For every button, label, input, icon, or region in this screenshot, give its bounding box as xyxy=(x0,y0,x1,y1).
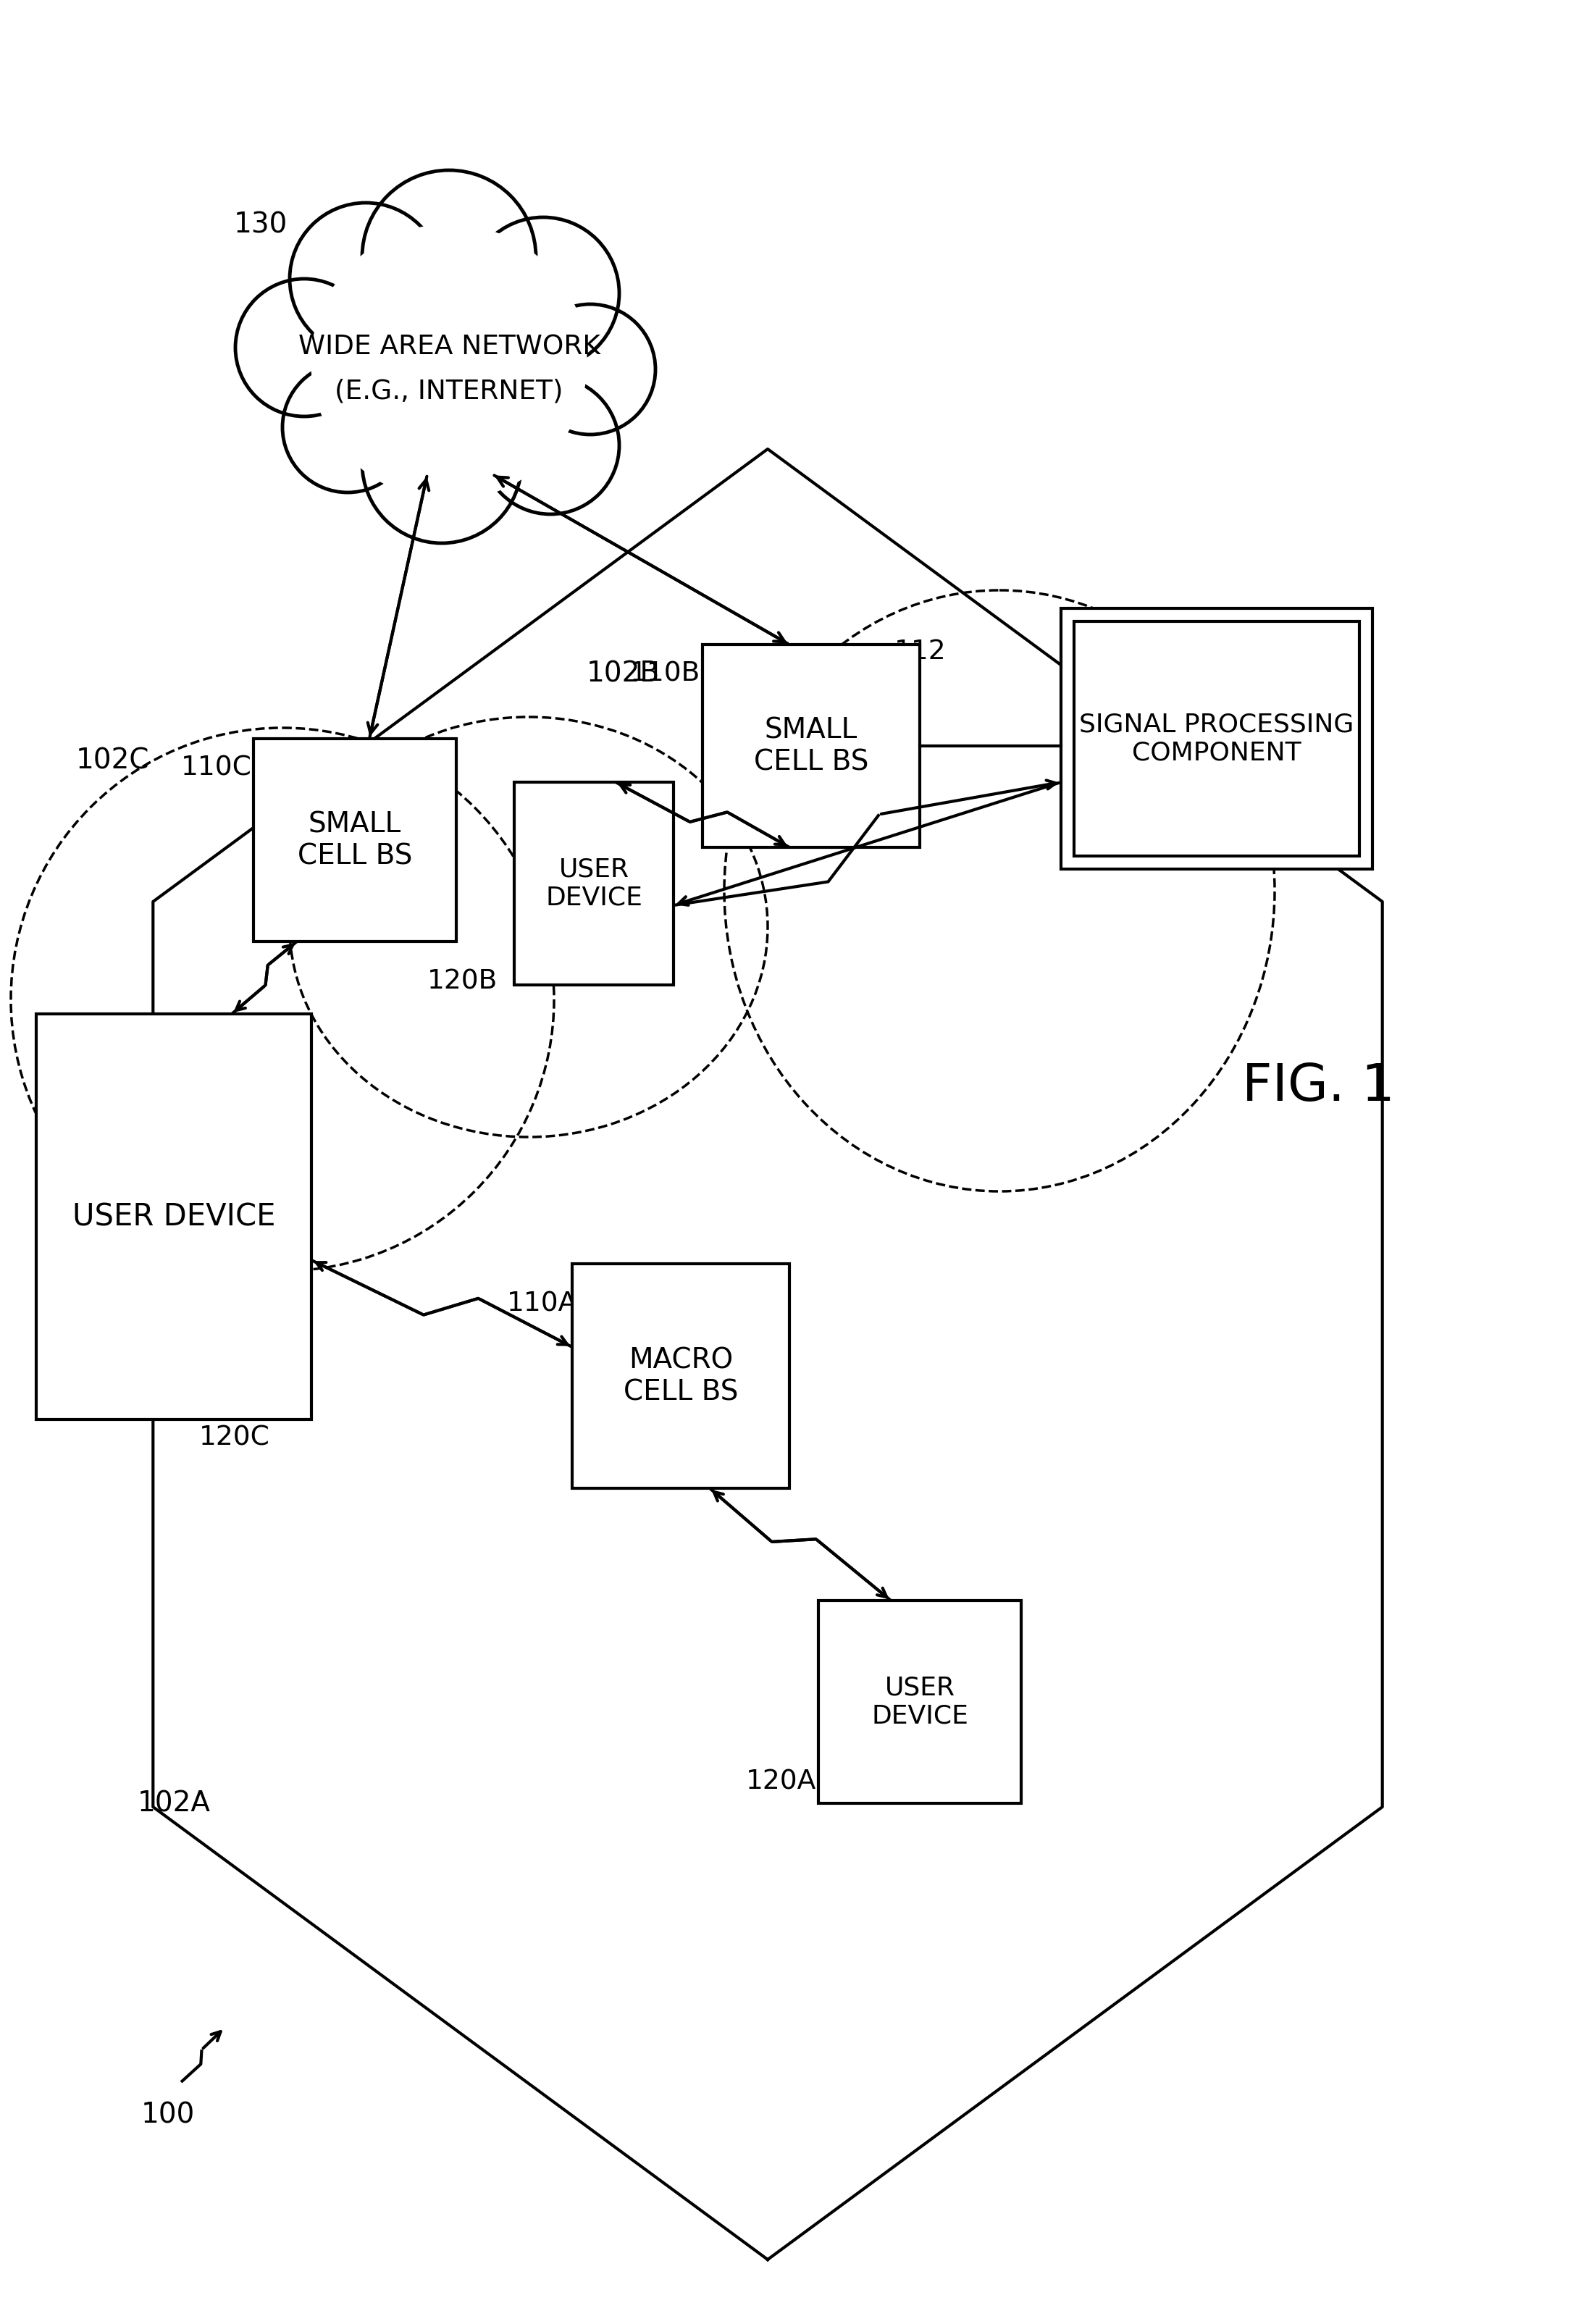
FancyBboxPatch shape xyxy=(36,1013,311,1420)
Circle shape xyxy=(289,202,441,356)
Ellipse shape xyxy=(311,225,587,500)
FancyBboxPatch shape xyxy=(819,1601,1021,1803)
FancyBboxPatch shape xyxy=(1073,621,1360,855)
FancyBboxPatch shape xyxy=(702,644,920,848)
Text: 102C: 102C xyxy=(76,746,150,774)
Text: 102A: 102A xyxy=(138,1789,210,1817)
Text: SIGNAL PROCESSING
COMPONENT: SIGNAL PROCESSING COMPONENT xyxy=(1080,711,1353,765)
Text: USER
DEVICE: USER DEVICE xyxy=(871,1676,968,1729)
Text: (E.G., INTERNET): (E.G., INTERNET) xyxy=(335,379,563,404)
Text: SMALL
CELL BS: SMALL CELL BS xyxy=(297,811,413,869)
Circle shape xyxy=(525,304,656,435)
Text: 120A: 120A xyxy=(746,1769,816,1794)
Text: USER
DEVICE: USER DEVICE xyxy=(545,858,642,911)
FancyBboxPatch shape xyxy=(1061,609,1372,869)
FancyBboxPatch shape xyxy=(572,1264,789,1487)
Text: 112: 112 xyxy=(895,639,947,665)
Text: FIG. 1: FIG. 1 xyxy=(1241,1062,1394,1111)
Text: WIDE AREA NETWORK: WIDE AREA NETWORK xyxy=(299,335,601,360)
Text: 120B: 120B xyxy=(427,969,498,995)
Text: 110C: 110C xyxy=(182,755,251,781)
Text: 110B: 110B xyxy=(631,660,700,686)
Text: 130: 130 xyxy=(234,211,288,239)
Circle shape xyxy=(362,170,536,344)
Text: 102B: 102B xyxy=(587,660,659,688)
Text: 100: 100 xyxy=(141,2101,194,2129)
Text: USER DEVICE: USER DEVICE xyxy=(73,1202,275,1232)
FancyBboxPatch shape xyxy=(253,739,457,941)
Text: 110A: 110A xyxy=(508,1290,577,1318)
Circle shape xyxy=(236,279,373,416)
Circle shape xyxy=(466,216,620,370)
Text: MACRO
CELL BS: MACRO CELL BS xyxy=(623,1346,738,1406)
Circle shape xyxy=(482,376,620,514)
Circle shape xyxy=(283,363,413,493)
FancyBboxPatch shape xyxy=(514,783,674,985)
Text: SMALL
CELL BS: SMALL CELL BS xyxy=(754,716,868,776)
Circle shape xyxy=(362,383,522,544)
Text: 120C: 120C xyxy=(199,1425,270,1450)
